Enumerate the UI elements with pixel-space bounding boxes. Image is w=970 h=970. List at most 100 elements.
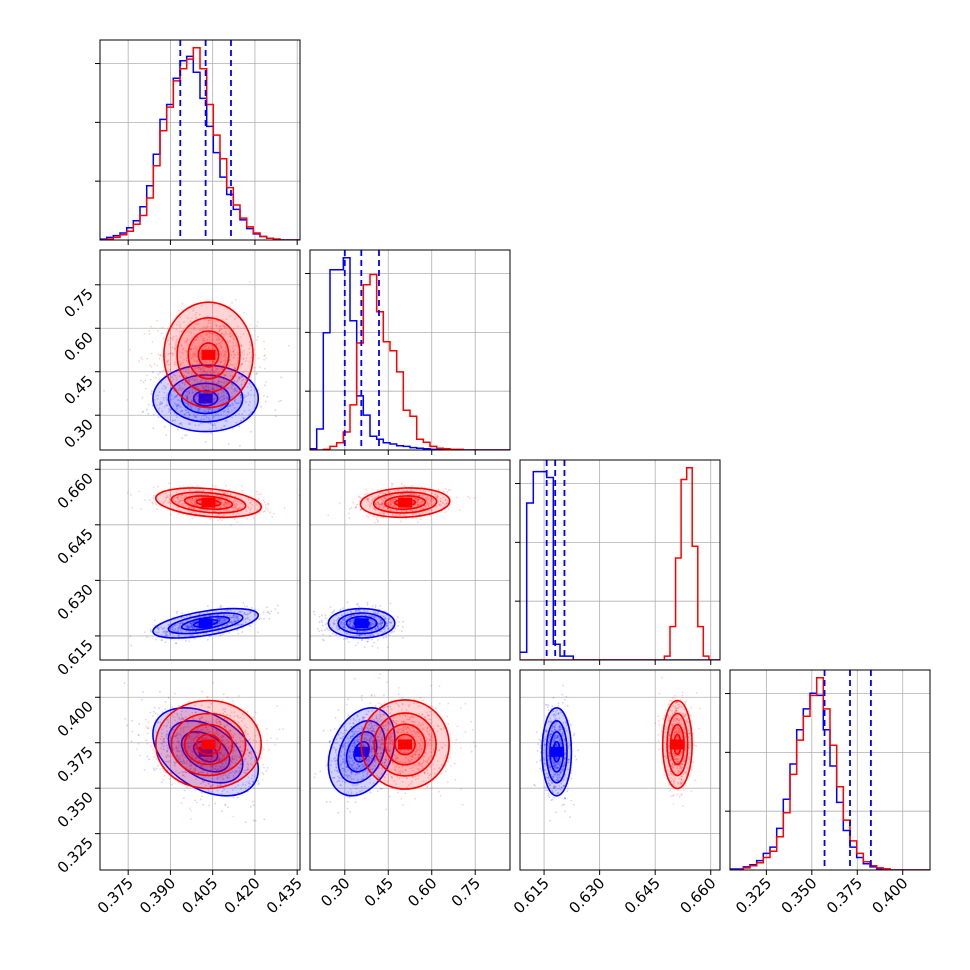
blue-sample-point	[234, 615, 236, 617]
blue-sample-point	[238, 373, 240, 376]
blue-sample-point	[278, 400, 280, 403]
red-sample-point	[400, 483, 403, 485]
blue-sample-point	[188, 392, 191, 394]
blue-sample-point	[179, 375, 181, 378]
red-sample-point	[224, 351, 227, 353]
red-sample-point	[224, 354, 227, 356]
blue-sample-point	[394, 627, 396, 630]
blue-sample-point	[208, 428, 211, 431]
red-sample-point	[184, 370, 187, 373]
blue-sample-point	[368, 629, 371, 632]
blue-sample-point	[153, 706, 156, 709]
red-sample-point	[195, 376, 197, 379]
blue-sample-point	[160, 403, 162, 405]
red-sample-point	[200, 328, 203, 331]
red-sample-point	[220, 341, 223, 344]
blue-sample-point	[346, 601, 349, 604]
red-sample-point	[191, 502, 194, 505]
blue-sample-point	[239, 394, 242, 397]
red-sample-point	[211, 484, 214, 487]
blue-sample-point	[214, 373, 217, 376]
red-sample-point	[467, 495, 469, 498]
red-sample-point	[202, 337, 205, 340]
red-sample-point	[263, 510, 266, 512]
blue-sample-point	[167, 623, 170, 626]
red-sample-point	[176, 498, 179, 500]
red-sample-point	[144, 499, 146, 501]
blue-sample-point	[203, 633, 205, 635]
red-sample-point	[444, 488, 447, 490]
red-sample-point	[240, 363, 243, 366]
blue-sample-point	[245, 613, 247, 616]
red-sample-point	[189, 499, 192, 501]
red-sample-point	[180, 494, 183, 497]
blue-sample-point	[230, 620, 233, 623]
blue-sample-point	[374, 604, 377, 607]
blue-sample-point	[374, 627, 377, 630]
red-sample-point	[168, 498, 171, 500]
blue-sample-point	[211, 424, 214, 427]
blue-sample-point	[258, 618, 261, 621]
blue-sample-point	[221, 402, 223, 405]
blue-sample-point	[174, 395, 177, 398]
red-sample-point	[191, 492, 194, 495]
blue-sample-point	[379, 619, 382, 622]
blue-sample-point	[176, 416, 179, 419]
red-sample-point	[197, 493, 200, 495]
red-sample-point	[215, 324, 218, 327]
blue-sample-point	[202, 386, 205, 389]
blue-sample-point	[191, 622, 194, 624]
red-sample-point	[188, 352, 191, 355]
red-sample-point	[212, 371, 215, 373]
blue-sample-point	[211, 628, 213, 631]
blue-sample-point	[183, 413, 186, 415]
blue-sample-point	[158, 407, 161, 410]
blue-sample-point	[226, 380, 228, 383]
blue-sample-point	[208, 635, 211, 638]
red-sample-point	[227, 341, 229, 344]
red-sample-point	[194, 503, 197, 506]
blue-sample-point	[361, 639, 363, 642]
blue-sample-point	[210, 432, 213, 435]
blue-sample-point	[166, 633, 168, 636]
blue-sample-point	[254, 614, 257, 617]
blue-sample-point	[234, 398, 237, 401]
red-sample-point	[180, 503, 183, 505]
red-sample-point	[234, 380, 237, 382]
blue-sample-point	[185, 409, 187, 412]
red-sample-point	[218, 330, 221, 333]
blue-sample-point	[178, 623, 181, 625]
red-sample-point	[195, 498, 198, 500]
blue-sample-point	[335, 619, 338, 622]
red-sample-point	[235, 388, 237, 391]
red-sample-point	[207, 331, 210, 334]
blue-sample-point	[186, 397, 188, 400]
blue-sample-point	[186, 397, 189, 399]
red-sample-point	[259, 493, 262, 495]
red-sample-point	[183, 496, 186, 498]
blue-sample-point	[377, 639, 379, 641]
blue-sample-point	[152, 371, 154, 374]
blue-sample-point	[352, 626, 354, 628]
red-sample-point	[194, 338, 197, 341]
red-sample-point	[218, 339, 220, 341]
red-sample-point	[187, 317, 189, 320]
blue-sample-point	[206, 371, 209, 373]
red-sample-point	[221, 340, 224, 342]
red-sample-point	[444, 511, 447, 513]
red-sample-point	[219, 344, 222, 347]
blue-sample-point	[130, 740, 133, 743]
blue-sample-point	[221, 617, 223, 620]
red-sample-point	[216, 386, 219, 389]
blue-sample-point	[236, 629, 239, 631]
red-sample-point	[224, 501, 227, 504]
blue-sample-point	[349, 615, 352, 618]
red-sample-point	[249, 360, 251, 363]
blue-sample-point	[374, 616, 377, 618]
blue-sample-point	[401, 626, 404, 628]
blue-sample-point	[220, 381, 223, 383]
blue-sample-point	[356, 635, 359, 637]
blue-sample-point	[167, 410, 170, 413]
red-density-peak	[398, 497, 413, 508]
blue-sample-point	[346, 616, 349, 619]
